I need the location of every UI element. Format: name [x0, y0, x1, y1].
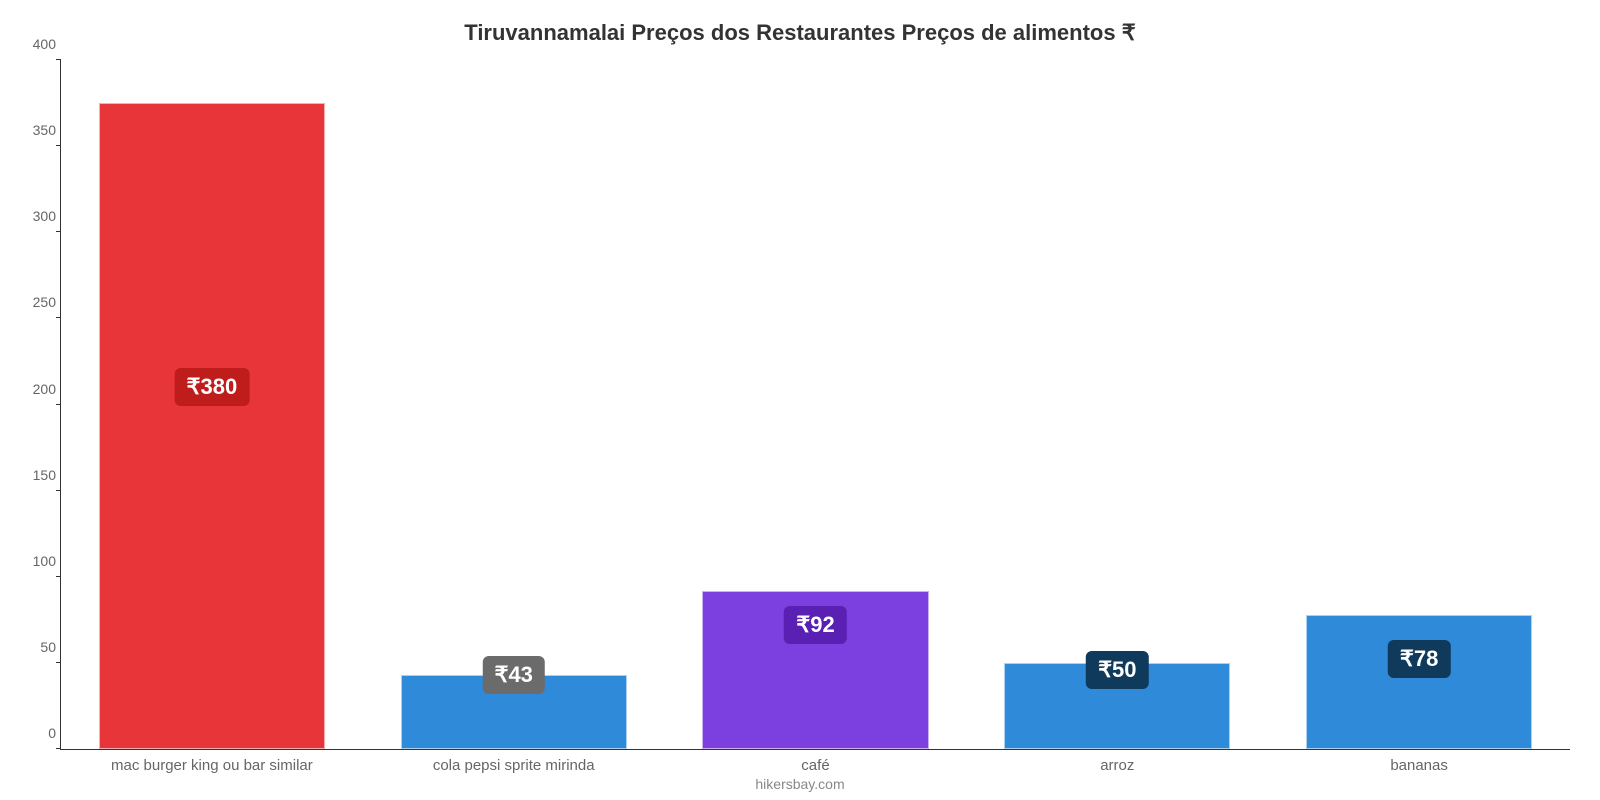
y-tick-mark [56, 576, 61, 577]
x-category-label: cola pepsi sprite mirinda [433, 757, 595, 774]
bar-group: ₹92café [702, 60, 928, 749]
y-tick-mark [56, 145, 61, 146]
x-category-label: café [801, 757, 829, 774]
x-category-label: arroz [1100, 757, 1134, 774]
x-category-label: bananas [1390, 757, 1448, 774]
bar-value-label: ₹92 [784, 606, 846, 644]
bar-group: ₹78bananas [1306, 60, 1532, 749]
bar-group: ₹380mac burger king ou bar similar [99, 60, 325, 749]
y-tick-label: 100 [21, 553, 56, 569]
plot-area: 050100150200250300350400 ₹380mac burger … [60, 60, 1570, 750]
bar-value-label: ₹43 [482, 656, 544, 694]
bar-value-label: ₹78 [1388, 640, 1450, 678]
bar-value-label: ₹380 [175, 368, 250, 406]
y-tick-label: 250 [21, 294, 56, 310]
bar-group: ₹50arroz [1004, 60, 1230, 749]
y-tick-label: 200 [21, 381, 56, 397]
bar [1306, 615, 1532, 749]
y-tick-label: 150 [21, 467, 56, 483]
bar-group: ₹43cola pepsi sprite mirinda [401, 60, 627, 749]
y-tick-mark [56, 662, 61, 663]
y-tick-label: 300 [21, 208, 56, 224]
bar [99, 103, 325, 749]
bar-value-label: ₹50 [1086, 651, 1148, 689]
x-category-label: mac burger king ou bar similar [111, 757, 313, 774]
y-tick-mark [56, 490, 61, 491]
y-tick-label: 0 [21, 725, 56, 741]
y-tick-mark [56, 404, 61, 405]
y-tick-label: 400 [21, 36, 56, 52]
y-tick-mark [56, 231, 61, 232]
chart-container: 050100150200250300350400 ₹380mac burger … [60, 60, 1570, 750]
chart-title: Tiruvannamalai Preços dos Restaurantes P… [0, 0, 1600, 46]
y-tick-label: 50 [21, 639, 56, 655]
y-tick-mark [56, 748, 61, 749]
chart-footer: hikersbay.com [0, 776, 1600, 792]
y-tick-mark [56, 59, 61, 60]
y-tick-mark [56, 317, 61, 318]
y-tick-label: 350 [21, 122, 56, 138]
